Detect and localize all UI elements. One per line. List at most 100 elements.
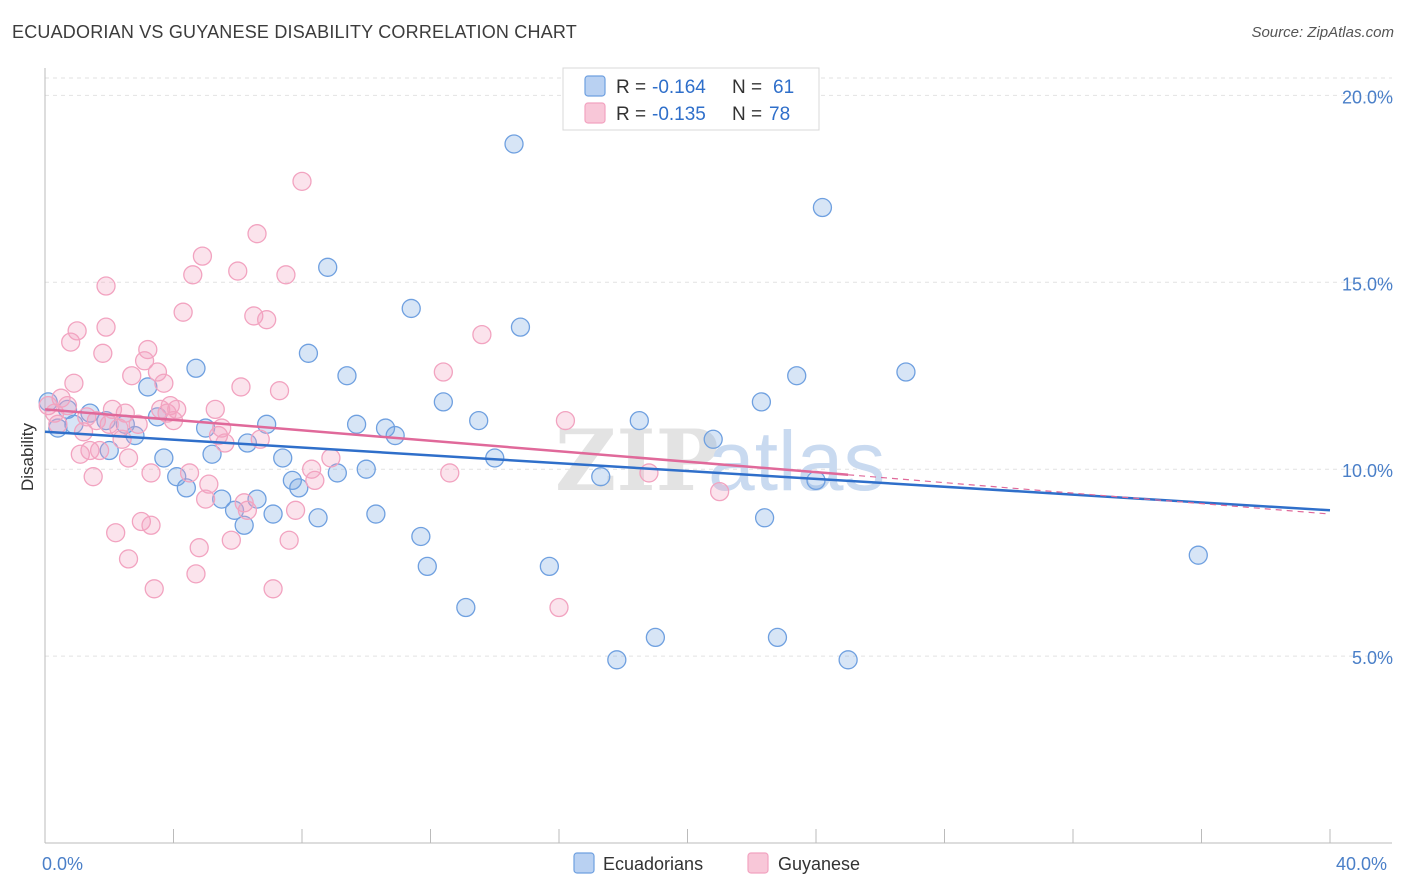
y-tick-label: 5.0% bbox=[1352, 648, 1393, 668]
point-guyanese bbox=[231, 377, 251, 397]
legend-box bbox=[562, 67, 820, 131]
point-guyanese bbox=[141, 515, 161, 535]
point-guyanese bbox=[96, 317, 116, 337]
point-guyanese bbox=[186, 564, 206, 584]
point-ecuadorians bbox=[754, 508, 775, 528]
point-guyanese bbox=[285, 500, 306, 520]
point-guyanese bbox=[147, 362, 168, 382]
point-guyanese bbox=[51, 388, 71, 408]
bottom-legend-label-ecuadorians: Ecuadorians bbox=[603, 854, 703, 874]
point-ecuadorians bbox=[787, 366, 807, 386]
point-ecuadorians bbox=[411, 526, 431, 547]
point-ecuadorians bbox=[510, 317, 531, 337]
point-guyanese bbox=[221, 530, 241, 550]
point-ecuadorians bbox=[298, 343, 319, 363]
point-guyanese bbox=[228, 261, 248, 281]
grid-lines bbox=[45, 77, 1392, 657]
point-guyanese bbox=[321, 448, 341, 468]
legend-r-value-ecuadorians: -0.164 bbox=[652, 77, 706, 98]
watermark-atlas: atlas bbox=[708, 414, 885, 508]
bottom-legend: Ecuadorians Guyanese bbox=[573, 852, 860, 874]
legend-swatch-ecuadorians bbox=[584, 75, 606, 97]
legend: R = -0.164 N = 61 R = -0.135 N = 78 bbox=[562, 67, 820, 131]
y-tick-label: 15.0% bbox=[1342, 274, 1393, 294]
point-ecuadorians bbox=[176, 478, 197, 498]
point-guyanese bbox=[128, 414, 148, 434]
point-guyanese bbox=[118, 448, 139, 468]
point-guyanese bbox=[138, 339, 158, 360]
point-guyanese bbox=[263, 579, 283, 599]
point-ecuadorians bbox=[138, 377, 158, 397]
point-ecuadorians bbox=[504, 134, 524, 154]
legend-r-label-ecuadorians: R = bbox=[616, 77, 646, 98]
watermark-zip: ZIP bbox=[555, 411, 719, 510]
data-points bbox=[38, 134, 1208, 670]
point-guyanese bbox=[134, 351, 155, 371]
point-guyanese bbox=[199, 474, 219, 494]
point-guyanese bbox=[709, 481, 730, 502]
point-guyanese bbox=[237, 500, 258, 520]
point-guyanese bbox=[89, 440, 110, 461]
legend-swatch-guyanese bbox=[584, 102, 606, 124]
source-label: Source: ZipAtlas.com bbox=[1251, 24, 1394, 41]
point-ecuadorians bbox=[591, 467, 611, 487]
point-ecuadorians bbox=[356, 459, 376, 479]
point-ecuadorians bbox=[812, 197, 833, 218]
point-ecuadorians bbox=[417, 556, 437, 577]
point-ecuadorians bbox=[629, 410, 649, 431]
point-ecuadorians bbox=[703, 429, 723, 449]
point-guyanese bbox=[67, 321, 87, 341]
point-guyanese bbox=[292, 171, 312, 192]
point-guyanese bbox=[106, 523, 126, 543]
point-guyanese bbox=[61, 332, 81, 352]
bottom-legend-label-guyanese: Guyanese bbox=[778, 854, 860, 874]
point-guyanese bbox=[183, 265, 203, 285]
point-guyanese bbox=[167, 399, 187, 420]
point-ecuadorians bbox=[607, 650, 627, 670]
point-guyanese bbox=[154, 373, 174, 393]
point-ecuadorians bbox=[282, 470, 303, 491]
point-guyanese bbox=[639, 463, 659, 483]
y-tick-label: 20.0% bbox=[1342, 87, 1393, 107]
point-ecuadorians bbox=[318, 257, 338, 277]
point-guyanese bbox=[77, 407, 97, 427]
y-axis-label: Disability bbox=[18, 422, 37, 491]
point-guyanese bbox=[195, 489, 216, 509]
point-guyanese bbox=[122, 366, 142, 386]
point-ecuadorians bbox=[751, 392, 772, 412]
point-guyanese bbox=[64, 373, 84, 393]
trend-line-guyanese bbox=[44, 408, 849, 477]
trend-line-ecuadorians bbox=[44, 430, 1331, 512]
point-guyanese bbox=[48, 414, 68, 434]
point-ecuadorians bbox=[838, 650, 858, 670]
point-guyanese bbox=[555, 410, 576, 431]
point-ecuadorians bbox=[456, 597, 476, 618]
x-tick-labels: 0.0% 40.0% bbox=[42, 854, 1387, 874]
point-ecuadorians bbox=[401, 298, 421, 319]
point-guyanese bbox=[205, 399, 225, 420]
point-guyanese bbox=[70, 444, 90, 464]
point-guyanese bbox=[118, 549, 139, 569]
legend-r-value-guyanese: -0.135 bbox=[652, 104, 706, 125]
point-ecuadorians bbox=[645, 627, 666, 648]
point-guyanese bbox=[173, 302, 193, 322]
point-guyanese bbox=[257, 310, 277, 330]
point-ecuadorians bbox=[469, 410, 489, 431]
point-guyanese bbox=[141, 463, 161, 483]
point-guyanese bbox=[93, 343, 113, 363]
point-guyanese bbox=[83, 467, 103, 487]
point-ecuadorians bbox=[234, 515, 254, 535]
axes bbox=[44, 68, 1392, 844]
point-ecuadorians bbox=[263, 504, 283, 524]
point-ecuadorians bbox=[366, 504, 386, 524]
point-ecuadorians bbox=[896, 362, 916, 382]
point-guyanese bbox=[305, 470, 325, 491]
point-guyanese bbox=[472, 324, 492, 345]
point-ecuadorians bbox=[539, 556, 560, 577]
x-tick-label-right: 40.0% bbox=[1336, 854, 1387, 874]
point-ecuadorians bbox=[385, 425, 405, 446]
point-ecuadorians bbox=[154, 448, 174, 468]
chart-title: ECUADORIAN VS GUYANESE DISABILITY CORREL… bbox=[12, 22, 577, 42]
point-ecuadorians bbox=[202, 444, 222, 464]
